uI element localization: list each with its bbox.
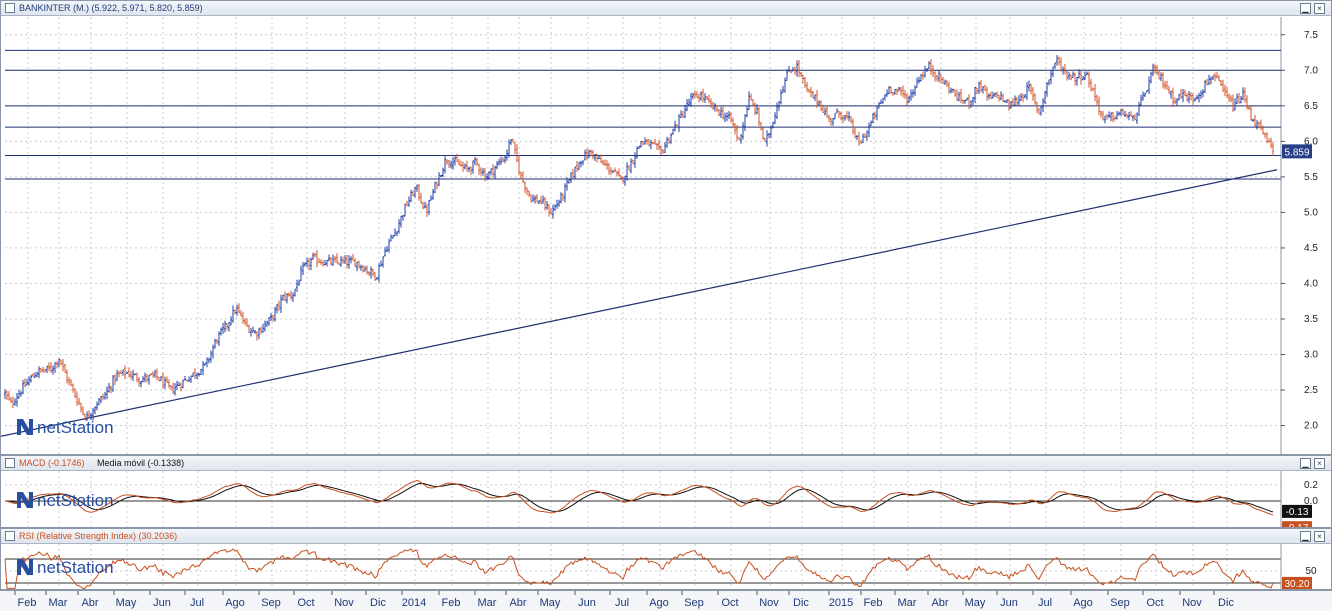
y-tick-label: 7.5 (1304, 30, 1318, 41)
rsi-badge-label: 30.20 (1284, 579, 1309, 590)
close-icon[interactable]: × (1314, 458, 1325, 469)
minimize-icon[interactable]: ▁ (1300, 3, 1311, 14)
rsi-chart: 50 30.20 netStation (4, 544, 1317, 590)
x-tick-label: Mar (49, 597, 68, 609)
trend-line (1, 169, 1278, 437)
y-tick-label: 5.0 (1304, 207, 1318, 218)
watermark-text: netStation (37, 558, 114, 577)
macd-line (4, 479, 1274, 516)
x-tick-label: Mar (478, 597, 497, 609)
x-tick-label: Dic (370, 597, 386, 609)
x-tick-label: Abr (931, 597, 948, 609)
x-tick-label: Ago (225, 597, 245, 609)
signal-line (4, 482, 1274, 513)
last-value-label: 5.859 (1284, 147, 1309, 158)
x-tick-label: Feb (18, 597, 37, 609)
x-tick-label: Jun (578, 597, 596, 609)
x-tick-label: Jun (1000, 597, 1018, 609)
price-chart: 7.5 7.0 6.5 6.0 5.5 5.0 4.5 4.0 3.5 3.0 2.5 2.0 5.85… (1, 17, 1318, 454)
panel-checkbox[interactable] (5, 531, 15, 541)
macd-panel-header: MACD (-0.1746) Media móvil (-0.1338) ▁ × (1, 456, 1331, 471)
logo-icon (17, 559, 33, 575)
x-tick-label: Ago (1073, 597, 1093, 609)
x-tick-label: Nov (1182, 597, 1202, 609)
x-tick-label: Oct (721, 597, 738, 609)
y-tick-label: 0.0 (1304, 496, 1318, 507)
x-tick-label: Oct (297, 597, 314, 609)
rsi-panel: RSI (Relative Strength Index) (30.2036) … (0, 528, 1332, 590)
macd-panel: MACD (-0.1746) Media móvil (-0.1338) ▁ ×… (0, 455, 1332, 528)
candles (4, 55, 1274, 421)
price-panel-header: BANKINTER (M.) (5.922, 5.971, 5.820, 5.8… (1, 1, 1331, 16)
rsi-badge (1282, 576, 1312, 589)
minimize-icon[interactable]: ▁ (1300, 458, 1311, 469)
y-tick-label: 4.0 (1304, 278, 1318, 289)
watermark-text: netStation (37, 491, 114, 510)
x-axis: Feb Mar Abr May Jun Jul Ago Sep Oct Nov Dic 2014 Feb… (0, 590, 1332, 611)
y-tick-label: 2.5 (1304, 385, 1318, 396)
macd-badge (1282, 521, 1312, 527)
watermark-text: netStation (37, 418, 114, 437)
x-tick-label: May (540, 597, 561, 609)
macd-ma-title: Media móvil (-0.1338) (97, 458, 185, 468)
price-panel-title: BANKINTER (M.) (5.922, 5.971, 5.820, 5.8… (19, 3, 203, 13)
x-tick-label: Dic (793, 597, 809, 609)
rsi-panel-header: RSI (Relative Strength Index) (30.2036) … (1, 529, 1331, 544)
macd-title: MACD (-0.1746) (19, 458, 85, 468)
y-tick-label: 2.0 (1304, 421, 1318, 432)
y-tick-label: 4.5 (1304, 243, 1318, 254)
x-tick-label: Nov (759, 597, 779, 609)
netstation-logo: netStation (17, 418, 114, 437)
x-tick-label: 2014 (402, 597, 426, 609)
x-tick-label: 2015 (829, 597, 853, 609)
x-tick-label: Sep (261, 597, 281, 609)
logo-icon (17, 492, 33, 508)
close-icon[interactable]: × (1314, 531, 1325, 542)
x-tick-label: Oct (1146, 597, 1163, 609)
netstation-logo: netStation (17, 491, 114, 510)
x-tick-label: May (965, 597, 986, 609)
x-tick-label: Abr (509, 597, 526, 609)
x-tick-label: Jul (615, 597, 629, 609)
y-tick-label: 3.0 (1304, 350, 1318, 361)
y-tick-label: 5.5 (1304, 172, 1318, 183)
rsi-line (4, 548, 1274, 589)
minimize-icon[interactable]: ▁ (1300, 531, 1311, 542)
y-tick-label: 50 (1305, 566, 1317, 577)
y-tick-label: 6.5 (1304, 101, 1318, 112)
y-tick-label: 0.2 (1304, 480, 1318, 491)
x-tick-label: Mar (898, 597, 917, 609)
last-value-badge (1282, 144, 1312, 159)
x-tick-label: Dic (1218, 597, 1234, 609)
x-tick-label: Abr (81, 597, 98, 609)
x-tick-label: Feb (442, 597, 461, 609)
x-tick-label: Jul (190, 597, 204, 609)
x-tick-label: Nov (334, 597, 354, 609)
rsi-title: RSI (Relative Strength Index) (30.2036) (19, 531, 178, 541)
x-tick-label: Sep (684, 597, 704, 609)
panel-checkbox[interactable] (5, 458, 15, 468)
x-tick-label: Feb (864, 597, 883, 609)
x-axis-labels: Feb Mar Abr May Jun Jul Ago Sep Oct Nov Dic 2014 Feb… (14, 591, 1234, 609)
y-tick-label: 7.0 (1304, 65, 1318, 76)
x-tick-label: Jun (153, 597, 171, 609)
x-tick-label: Sep (1110, 597, 1130, 609)
netstation-logo: netStation (17, 558, 114, 577)
panel-checkbox[interactable] (5, 3, 15, 13)
plot-area (5, 17, 1281, 454)
signal-badge-label: -0.13 (1286, 507, 1309, 518)
macd-badge-label: -0.17 (1286, 523, 1309, 528)
logo-icon (17, 419, 33, 435)
x-tick-label: Ago (649, 597, 669, 609)
x-tick-label: Jul (1038, 597, 1052, 609)
signal-badge (1282, 504, 1312, 518)
price-panel: BANKINTER (M.) (5.922, 5.971, 5.820, 5.8… (0, 0, 1332, 455)
close-icon[interactable]: × (1314, 3, 1325, 14)
y-tick-label: 6.0 (1304, 136, 1318, 147)
macd-chart: 0.2 0.0-0.13 -0.17 netStation (4, 471, 1318, 528)
y-tick-label: 3.5 (1304, 314, 1318, 325)
x-tick-label: May (116, 597, 137, 609)
